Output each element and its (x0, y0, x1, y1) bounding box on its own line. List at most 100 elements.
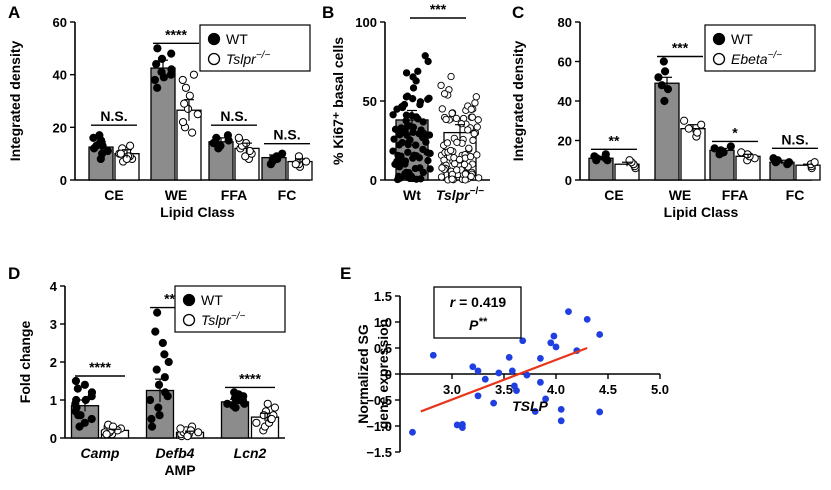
data-point (557, 417, 565, 425)
y-tick-label: 60 (53, 15, 67, 30)
data-point (406, 136, 414, 144)
data-point (102, 430, 111, 439)
data-point (425, 131, 434, 139)
significance-label: **** (165, 26, 187, 42)
data-point (523, 371, 531, 379)
y-tick-label: 0.5 (374, 341, 392, 356)
data-point (160, 350, 169, 359)
legend-marker (207, 52, 221, 66)
data-point (409, 73, 417, 81)
data-point (467, 105, 475, 113)
data-point (565, 308, 572, 315)
data-point (447, 72, 455, 81)
data-point (403, 92, 412, 100)
data-point (453, 138, 461, 146)
data-point (531, 408, 539, 415)
legend-marker (712, 32, 726, 46)
data-point (291, 160, 300, 169)
data-point (181, 83, 191, 92)
data-point (409, 128, 417, 137)
correlation-r: r = 0.419 (450, 294, 507, 310)
significance-label: ** (609, 132, 620, 148)
data-point (460, 160, 469, 169)
legend-entry-label: WT (226, 31, 248, 47)
significance-label: **** (239, 370, 261, 386)
y-axis-label: Fold change (17, 321, 33, 404)
significance-label: N.S. (220, 108, 247, 124)
data-point (421, 52, 429, 60)
data-point (508, 367, 516, 375)
significance-label: N.S. (781, 131, 808, 147)
data-point (87, 414, 96, 424)
data-point (474, 392, 482, 400)
y-tick-label: −0.5 (366, 393, 392, 408)
legend-marker (182, 313, 196, 327)
x-category-label: WE (669, 187, 692, 203)
x-category-label: FFA (722, 187, 748, 203)
data-point (87, 388, 97, 397)
y-axis-label: Integrated density (510, 41, 526, 162)
data-point (550, 332, 558, 340)
x-tick-label: 5.0 (651, 382, 669, 397)
data-point (194, 428, 203, 437)
y-axis-label: gene expression (375, 319, 391, 430)
data-point (424, 95, 432, 103)
bar (176, 109, 202, 181)
data-point (438, 105, 446, 113)
data-point (475, 174, 483, 182)
data-point (252, 418, 261, 427)
data-point (468, 113, 476, 121)
significance-label: N.S. (100, 108, 127, 124)
data-point (452, 114, 460, 123)
data-point (159, 73, 169, 82)
data-point (453, 166, 461, 174)
data-point (152, 365, 161, 374)
legend-entry: WT (226, 31, 248, 47)
data-point (542, 395, 549, 403)
significance-label: N.S. (273, 127, 300, 143)
data-point (230, 388, 239, 397)
data-point (98, 141, 107, 150)
data-point (519, 337, 527, 345)
data-point (697, 120, 706, 129)
correlation-r-value: = 0.419 (455, 294, 506, 310)
data-point (223, 131, 233, 140)
data-point (470, 130, 478, 138)
x-axis-label: Lipid Class (664, 204, 739, 220)
data-point (398, 128, 406, 137)
panel-c: 0 20 40 60 80 CE ** WE *** FFA * FC N.S. Lipid Class I… (510, 15, 821, 220)
x-category-label: CE (604, 187, 623, 203)
data-point (80, 380, 89, 389)
y-tick-label: 0 (50, 431, 57, 446)
data-point (185, 91, 194, 100)
data-point (552, 343, 560, 351)
data-point (151, 327, 160, 336)
data-point (150, 75, 160, 85)
x-category-label: Wt (403, 187, 421, 203)
legend-entry-superscript: −/− (231, 311, 246, 322)
data-point (268, 154, 277, 164)
y-tick-label: 0 (60, 173, 67, 188)
data-point (438, 164, 446, 172)
data-point (547, 339, 555, 347)
x-category-label: CE (104, 187, 123, 203)
data-point (402, 69, 411, 77)
data-point (80, 418, 89, 427)
data-point (259, 411, 268, 420)
x-tick-label: 4.0 (547, 382, 565, 397)
data-point (178, 117, 188, 127)
data-point (270, 403, 280, 412)
legend-entry: WT (201, 292, 223, 308)
correlation-r-symbol: r (450, 294, 457, 310)
panel-label-c: C (512, 3, 524, 22)
data-point (267, 414, 276, 424)
data-point (409, 84, 418, 92)
y-tick-label: 2 (50, 355, 57, 370)
data-point (415, 130, 423, 138)
regression-line (420, 346, 588, 413)
data-point (596, 408, 604, 416)
data-point (389, 111, 397, 119)
data-point (180, 99, 189, 108)
data-point (155, 411, 164, 420)
